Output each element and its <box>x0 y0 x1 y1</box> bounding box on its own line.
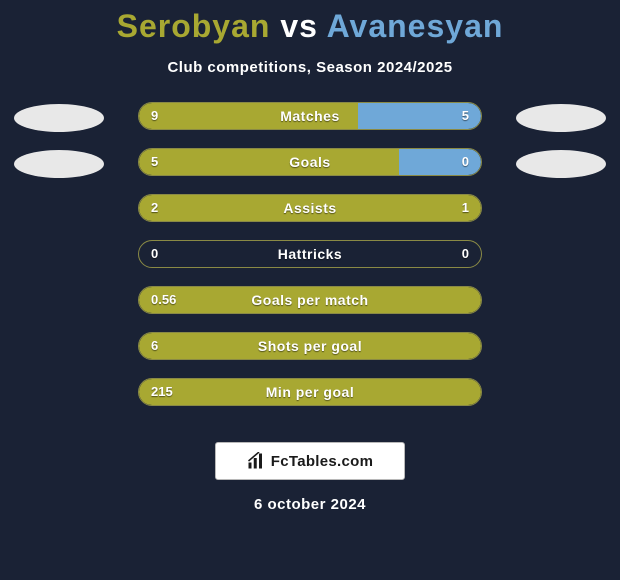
footer-date: 6 october 2024 <box>0 496 620 513</box>
stat-bar-track: 95Matches <box>138 102 482 130</box>
stat-label: Matches <box>139 103 481 129</box>
stat-label: Hattricks <box>139 241 481 267</box>
vs-separator: vs <box>280 8 318 44</box>
player1-name: Serobyan <box>117 8 271 44</box>
player2-name: Avanesyan <box>327 8 504 44</box>
player1-badge-placeholder <box>14 150 104 178</box>
stat-label: Assists <box>139 195 481 221</box>
stat-bar-track: 21Assists <box>138 194 482 222</box>
chart-icon <box>247 452 265 470</box>
stat-bar-track: 0.56Goals per match <box>138 286 482 314</box>
stat-row: 00Hattricks <box>0 240 620 286</box>
player1-badge-placeholder <box>14 104 104 132</box>
player2-badge-placeholder <box>516 104 606 132</box>
subtitle: Club competitions, Season 2024/2025 <box>0 59 620 76</box>
stat-row: 95Matches <box>0 102 620 148</box>
comparison-title: Serobyan vs Avanesyan <box>0 0 620 45</box>
stat-bar-track: 6Shots per goal <box>138 332 482 360</box>
stat-bar-track: 50Goals <box>138 148 482 176</box>
stat-row: 215Min per goal <box>0 378 620 424</box>
brand-text: FcTables.com <box>271 453 374 470</box>
stat-label: Shots per goal <box>139 333 481 359</box>
stat-label: Goals per match <box>139 287 481 313</box>
stat-rows-container: 95Matches 50Goals 21Assists 00Hattricks 0.56… <box>0 102 620 424</box>
stat-row: 50Goals <box>0 148 620 194</box>
stat-row: 0.56Goals per match <box>0 286 620 332</box>
stat-label: Goals <box>139 149 481 175</box>
player2-badge-placeholder <box>516 150 606 178</box>
stat-row: 6Shots per goal <box>0 332 620 378</box>
stat-row: 21Assists <box>0 194 620 240</box>
stat-label: Min per goal <box>139 379 481 405</box>
stat-bar-track: 00Hattricks <box>138 240 482 268</box>
stat-bar-track: 215Min per goal <box>138 378 482 406</box>
brand-badge[interactable]: FcTables.com <box>215 442 405 480</box>
